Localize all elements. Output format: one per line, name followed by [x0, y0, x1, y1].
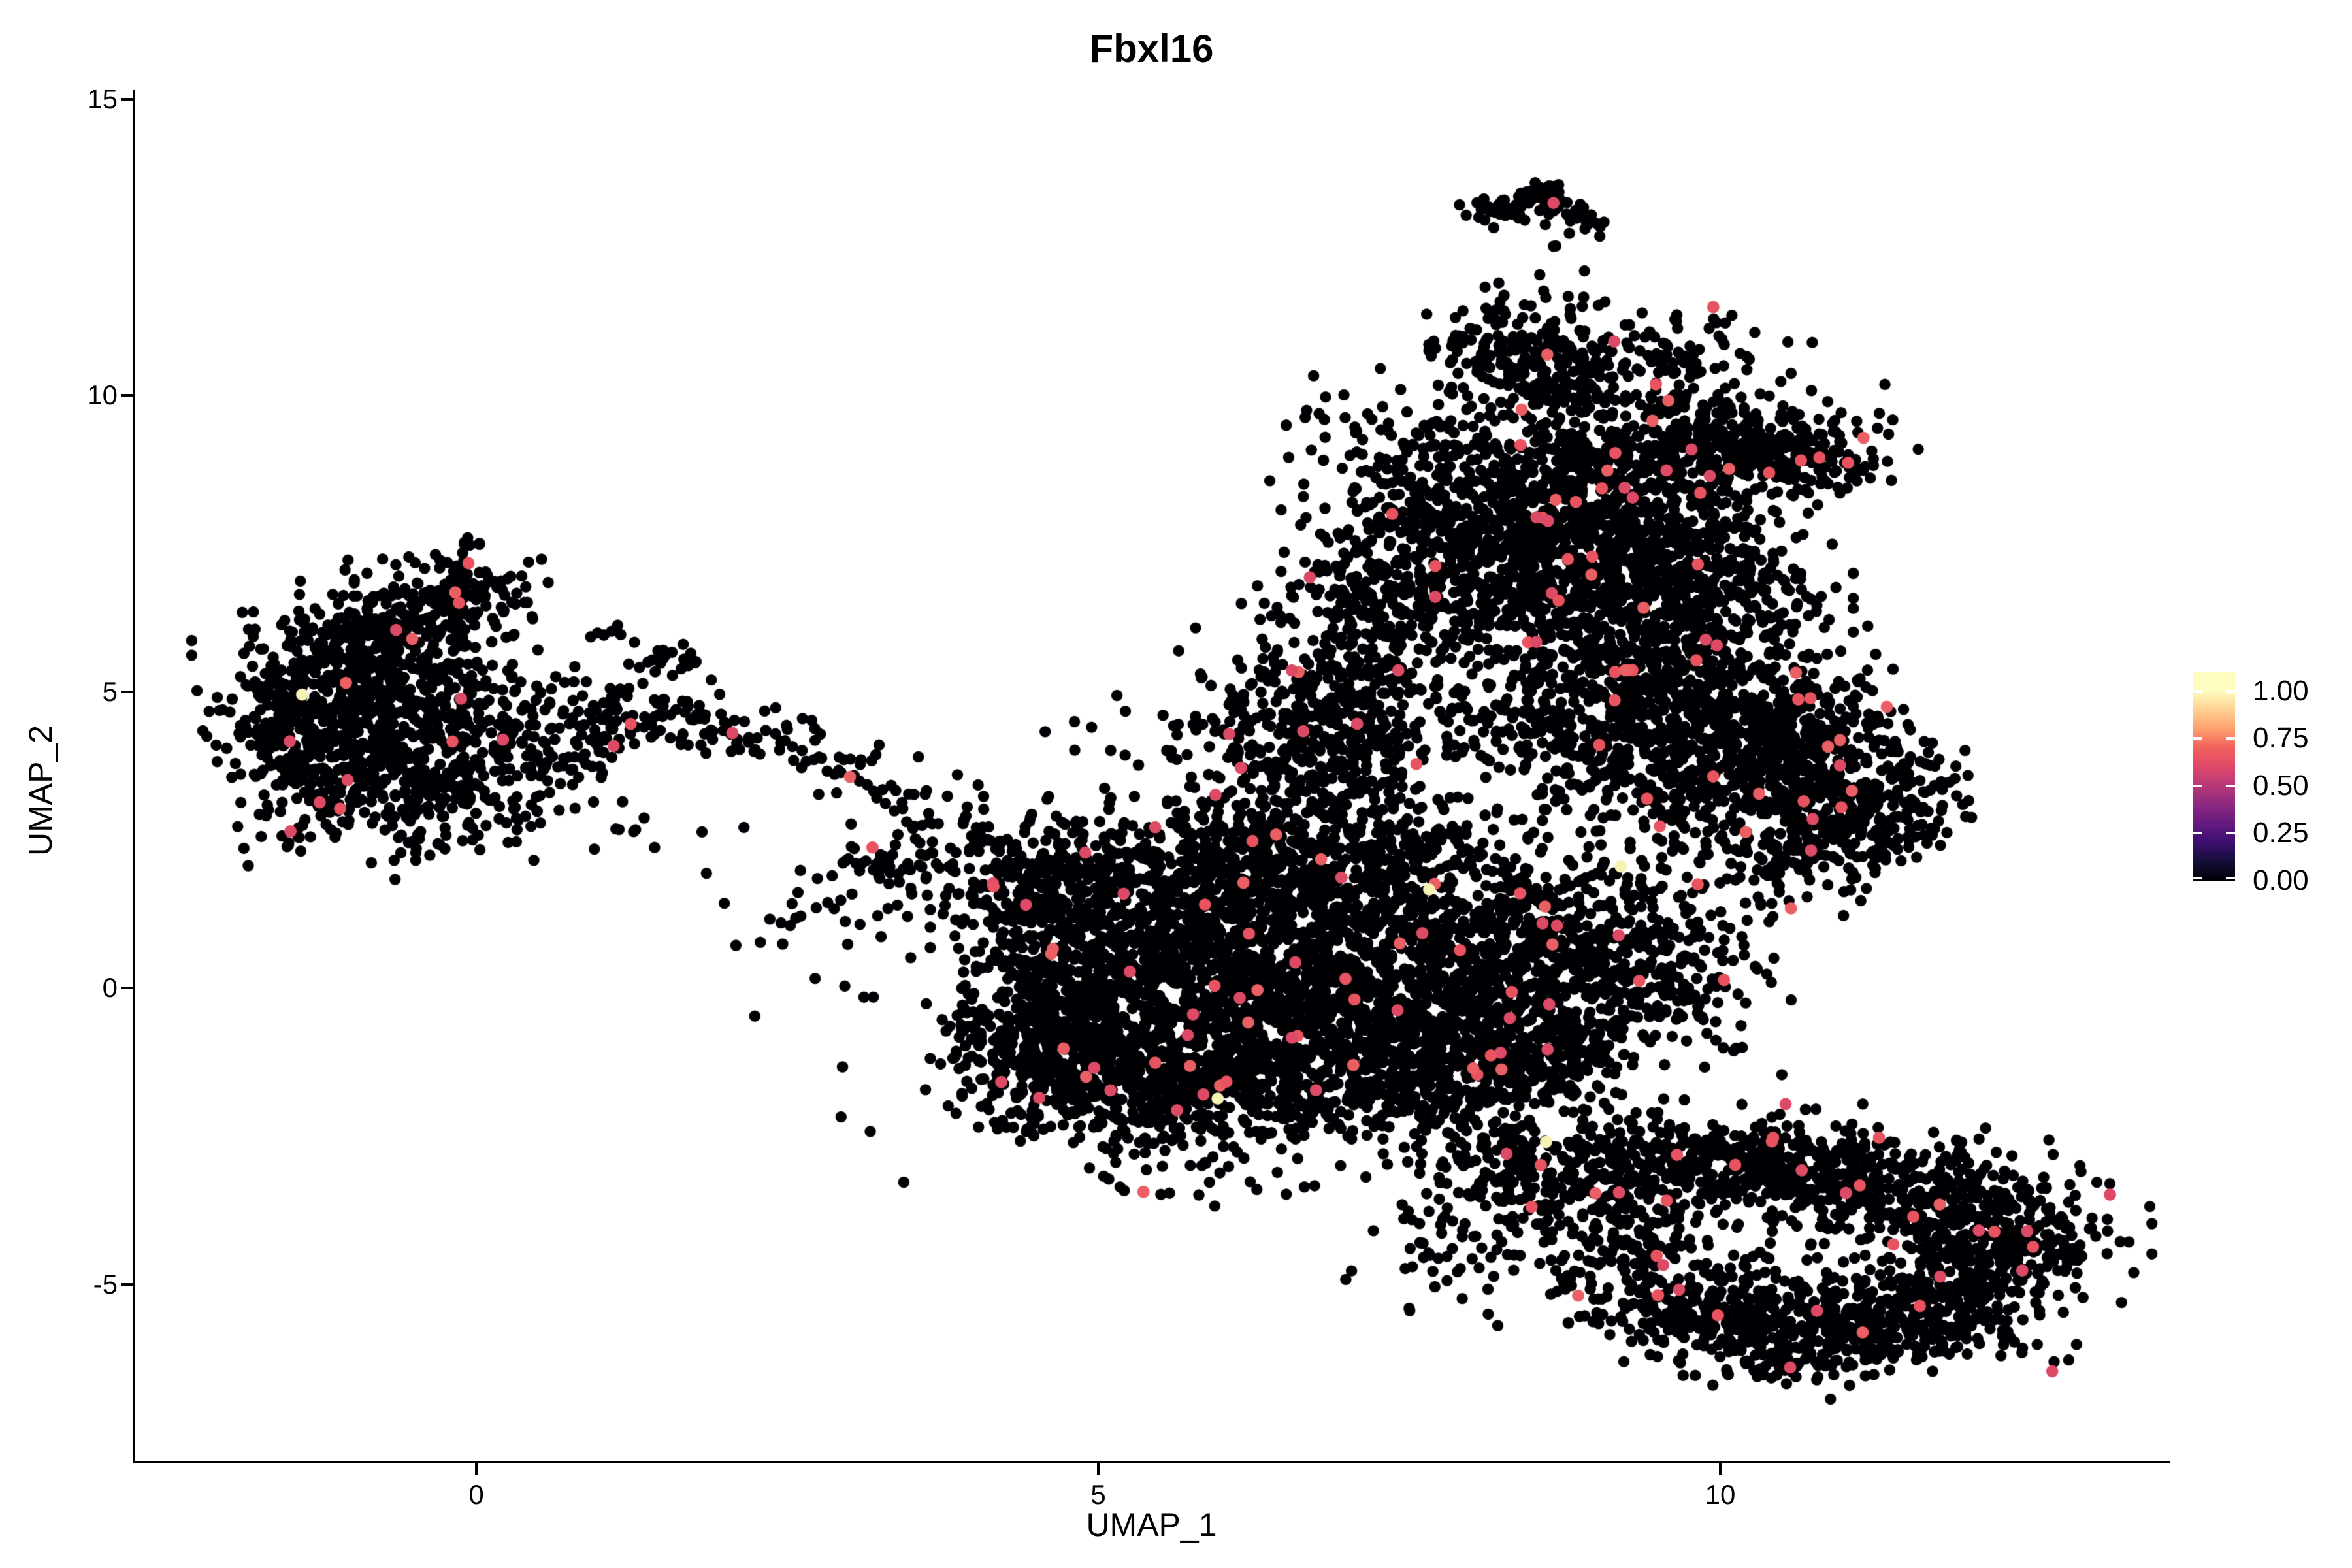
colorbar-tick-right	[2226, 832, 2235, 835]
y-tick-label: -5	[93, 1268, 118, 1299]
x-tick-mark	[1097, 1463, 1100, 1475]
x-tick-mark	[1719, 1463, 1722, 1475]
colorbar-tick-right	[2226, 877, 2235, 879]
y-tick-mark	[121, 97, 133, 101]
colorbar-label: 1.00	[2253, 675, 2309, 708]
x-tick-label: 5	[1090, 1479, 1106, 1510]
colorbar-label: 0.75	[2253, 722, 2309, 755]
y-tick-mark	[121, 690, 133, 693]
colorbar-tick-left	[2193, 877, 2202, 879]
colorbar-label: 0.25	[2253, 817, 2309, 849]
colorbar-tick-left	[2193, 832, 2202, 835]
x-tick-label: 10	[1705, 1479, 1736, 1510]
y-axis-title: UMAP_2	[22, 725, 59, 857]
colorbar-tick-left	[2193, 785, 2202, 788]
plot-title: Fbxl16	[1089, 27, 1214, 71]
y-tick-label: 0	[102, 972, 118, 1003]
y-tick-mark	[121, 987, 133, 989]
colorbar-label: 0.50	[2253, 770, 2309, 802]
y-tick-mark	[121, 1282, 133, 1286]
y-axis-line	[133, 90, 135, 1463]
colorbar-tick-left	[2193, 690, 2202, 693]
colorbar-tick-right	[2226, 785, 2235, 788]
x-axis-line	[133, 1461, 2170, 1463]
x-axis-title: UMAP_1	[1086, 1507, 1217, 1543]
x-tick-label: 0	[468, 1479, 484, 1510]
colorbar-tick-right	[2226, 690, 2235, 693]
expression-colorbar	[2193, 672, 2235, 881]
colorbar-tick-right	[2226, 737, 2235, 740]
colorbar-label: 0.00	[2253, 864, 2309, 896]
y-tick-label: 10	[87, 380, 118, 410]
y-tick-label: 15	[87, 83, 118, 114]
y-tick-label: 5	[102, 676, 118, 707]
y-tick-mark	[121, 394, 133, 397]
colorbar-tick-left	[2193, 737, 2202, 740]
x-tick-mark	[475, 1463, 478, 1475]
